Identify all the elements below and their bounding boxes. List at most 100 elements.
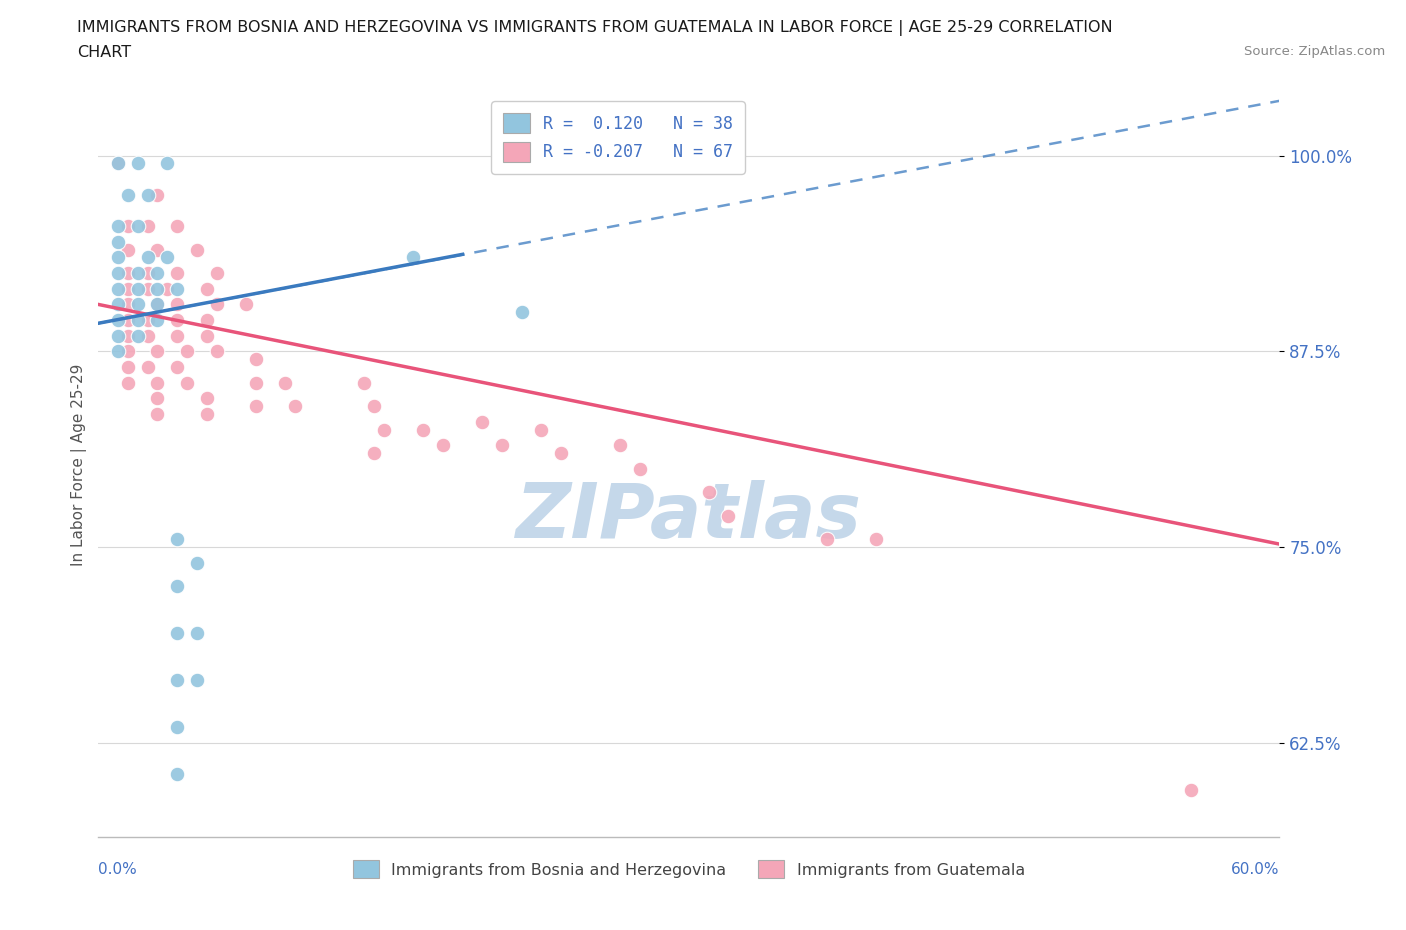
Point: [205, 266, 228, 281]
Point: [156, 282, 179, 297]
Point: [107, 156, 129, 171]
Point: [146, 297, 169, 312]
Point: [146, 376, 169, 391]
Point: [117, 266, 139, 281]
Point: [628, 461, 651, 476]
Point: [166, 266, 188, 281]
Point: [146, 406, 169, 421]
Text: IMMIGRANTS FROM BOSNIA AND HERZEGOVINA VS IMMIGRANTS FROM GUATEMALA IN LABOR FOR: IMMIGRANTS FROM BOSNIA AND HERZEGOVINA V…: [77, 20, 1114, 36]
Point: [136, 250, 159, 265]
Point: [195, 406, 218, 421]
Point: [166, 720, 188, 735]
Point: [530, 422, 553, 437]
Point: [373, 422, 395, 437]
Point: [176, 344, 198, 359]
Point: [117, 282, 139, 297]
Point: [146, 242, 169, 257]
Point: [166, 579, 188, 594]
Point: [107, 266, 129, 281]
Point: [186, 242, 208, 257]
Point: [136, 282, 159, 297]
Point: [166, 297, 188, 312]
Point: [107, 156, 129, 171]
Point: [195, 328, 218, 343]
Point: [156, 156, 179, 171]
Point: [136, 266, 159, 281]
Point: [136, 312, 159, 327]
Point: [865, 532, 887, 547]
Point: [166, 328, 188, 343]
Point: [609, 438, 631, 453]
Point: [471, 415, 494, 430]
Point: [127, 266, 149, 281]
Y-axis label: In Labor Force | Age 25-29: In Labor Force | Age 25-29: [72, 364, 87, 566]
Point: [166, 532, 188, 547]
Point: [146, 282, 169, 297]
Point: [284, 399, 307, 414]
Point: [550, 445, 572, 460]
Point: [146, 312, 169, 327]
Point: [432, 438, 454, 453]
Point: [245, 376, 267, 391]
Point: [245, 399, 267, 414]
Point: [136, 187, 159, 202]
Point: [107, 219, 129, 233]
Point: [107, 234, 129, 249]
Point: [107, 282, 129, 297]
Point: [274, 376, 297, 391]
Point: [107, 250, 129, 265]
Point: [117, 312, 139, 327]
Point: [235, 297, 257, 312]
Point: [127, 297, 149, 312]
Text: ZIPatlas: ZIPatlas: [516, 480, 862, 554]
Point: [127, 156, 149, 171]
Point: [146, 344, 169, 359]
Point: [363, 445, 385, 460]
Point: [107, 312, 129, 327]
Point: [186, 555, 208, 570]
Point: [156, 250, 179, 265]
Point: [186, 673, 208, 688]
Point: [117, 242, 139, 257]
Point: [117, 360, 139, 375]
Point: [146, 297, 169, 312]
Point: [815, 532, 838, 547]
Point: [402, 250, 425, 265]
Point: [697, 485, 720, 499]
Point: [107, 297, 129, 312]
Point: [166, 673, 188, 688]
Point: [166, 767, 188, 782]
Point: [117, 219, 139, 233]
Text: CHART: CHART: [77, 45, 131, 60]
Point: [117, 187, 139, 202]
Point: [127, 312, 149, 327]
Point: [117, 297, 139, 312]
Point: [117, 376, 139, 391]
Point: [127, 219, 149, 233]
Point: [353, 376, 375, 391]
Point: [117, 328, 139, 343]
Text: 0.0%: 0.0%: [98, 862, 138, 877]
Point: [127, 328, 149, 343]
Point: [186, 626, 208, 641]
Text: Source: ZipAtlas.com: Source: ZipAtlas.com: [1244, 45, 1385, 58]
Point: [136, 219, 159, 233]
Point: [195, 282, 218, 297]
Point: [205, 297, 228, 312]
Point: [107, 344, 129, 359]
Point: [491, 438, 513, 453]
Legend: Immigrants from Bosnia and Herzegovina, Immigrants from Guatemala: Immigrants from Bosnia and Herzegovina, …: [346, 854, 1032, 884]
Point: [166, 219, 188, 233]
Point: [195, 391, 218, 405]
Point: [195, 312, 218, 327]
Point: [166, 360, 188, 375]
Point: [510, 305, 533, 320]
Point: [412, 422, 434, 437]
Point: [117, 344, 139, 359]
Point: [136, 328, 159, 343]
Point: [107, 328, 129, 343]
Point: [176, 376, 198, 391]
Point: [166, 312, 188, 327]
Point: [1180, 782, 1202, 797]
Point: [136, 360, 159, 375]
